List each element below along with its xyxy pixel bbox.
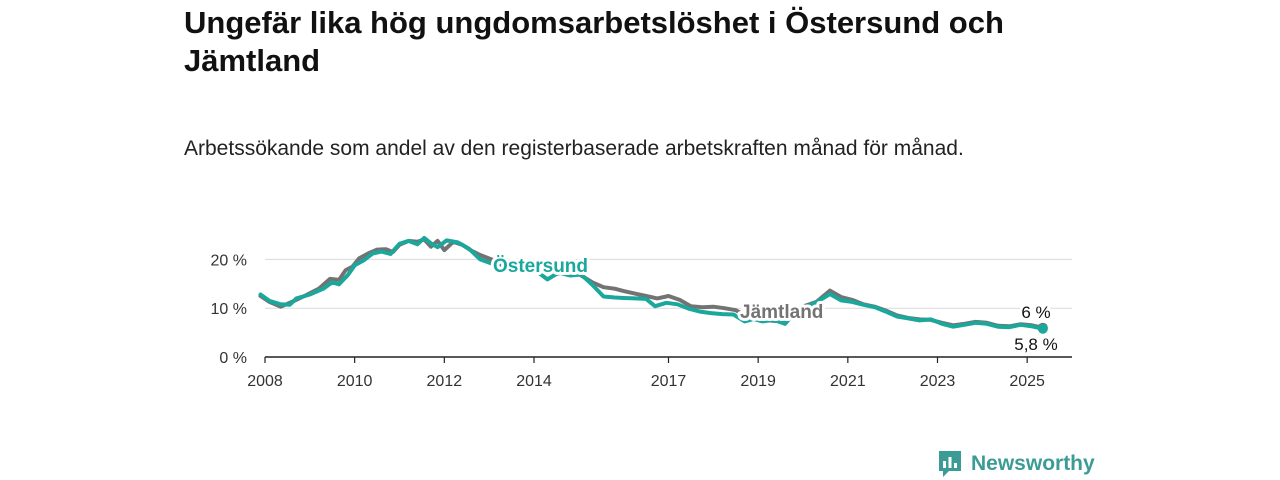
series-label-jamtland: Jämtland [740, 302, 823, 323]
end-value-label-ostersund: 5,8 % [1014, 335, 1057, 354]
chart-title: Ungefär lika hög ungdomsarbetslöshet i Ö… [184, 5, 1004, 78]
series-lines [258, 235, 1048, 334]
x-tick-label: 2021 [830, 373, 866, 390]
series-label-ostersund-halo: Östersund [493, 256, 588, 277]
end-value-label-jamtland: 6 % [1021, 303, 1050, 322]
newsworthy-logo-icon [939, 451, 961, 477]
end-value-label-ostersund-halo: 5,8 % [1014, 335, 1057, 354]
series-label-ostersund: Östersund [493, 256, 588, 277]
x-tick-label: 2023 [920, 373, 956, 390]
newsworthy-logo: Newsworthy [937, 449, 1095, 479]
y-axis: 0 % 10 % 20 % [211, 252, 247, 367]
grid-lines [265, 258, 1072, 358]
x-tick-label: 2010 [337, 373, 373, 390]
series-line--stersund [258, 235, 1045, 331]
x-tick-label: 2012 [427, 373, 463, 390]
series-label-jamtland-halo: Jämtland [740, 302, 823, 323]
chart-subtitle: Arbetssökande som andel av den registerb… [184, 137, 964, 160]
x-tick-label: 2025 [1009, 373, 1045, 390]
x-tick-label: 2008 [247, 373, 283, 390]
x-tick-label: 2019 [740, 373, 776, 390]
y-tick-label: 0 % [219, 350, 247, 367]
x-axis: 2008 2010 2012 2014 2017 2019 2021 2023 2025 [247, 357, 1045, 390]
x-tick-label: 2017 [651, 373, 687, 390]
y-tick-label: 10 % [211, 301, 247, 318]
y-tick-label: 20 % [211, 252, 247, 269]
newsworthy-logo-text: Newsworthy [971, 452, 1095, 475]
series-end-point--stersund [1037, 323, 1048, 334]
end-value-label-jamtland-halo: 6 % [1021, 303, 1050, 322]
x-tick-label: 2014 [516, 373, 552, 390]
